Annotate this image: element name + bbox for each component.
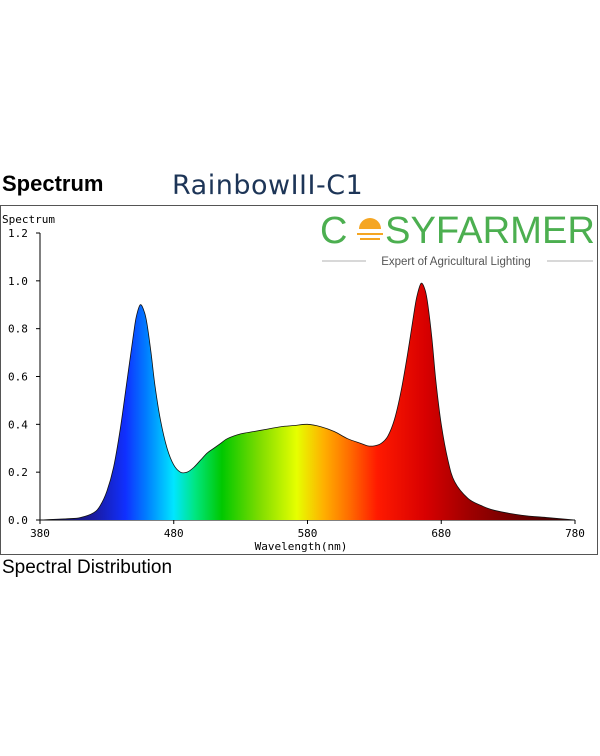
logo-brand-prefix: C: [320, 210, 347, 252]
sun-icon: [355, 218, 385, 243]
y-ticks: 0.0 0.2 0.4 0.6 0.8 1.0 1.2: [8, 227, 40, 527]
y-tick-label: 0.0: [8, 514, 28, 527]
y-axis-title: Spectrum: [2, 213, 55, 226]
section-title: Spectrum: [2, 171, 104, 196]
spectrum-area: [40, 283, 575, 520]
chart-frame: [0, 205, 598, 555]
y-tick-label: 0.8: [8, 323, 28, 336]
spectrum-line: [39, 282, 576, 521]
x-ticks: 380 480 580 680 780: [30, 520, 585, 540]
y-tick-label: 0.6: [8, 371, 28, 384]
y-tick-label: 0.2: [8, 466, 28, 479]
brand-logo: C SYFARMER Expert of Agricultural Lighti…: [320, 210, 595, 268]
y-tick-label: 0.4: [8, 418, 28, 431]
x-tick-label: 380: [30, 527, 50, 540]
logo-brand-suffix: SYFARMER: [385, 210, 595, 252]
chart-caption: Spectral Distribution: [2, 557, 173, 578]
x-tick-label: 580: [298, 527, 318, 540]
x-axis-title: Wavelength(nm): [255, 540, 348, 553]
x-tick-label: 480: [164, 527, 184, 540]
x-tick-label: 780: [565, 527, 585, 540]
x-tick-label: 680: [431, 527, 451, 540]
logo-tagline: Expert of Agricultural Lighting: [381, 256, 531, 268]
y-tick-label: 1.0: [8, 275, 28, 288]
product-name: RainbowIII-C1: [172, 170, 364, 201]
y-tick-label: 1.2: [8, 227, 28, 240]
